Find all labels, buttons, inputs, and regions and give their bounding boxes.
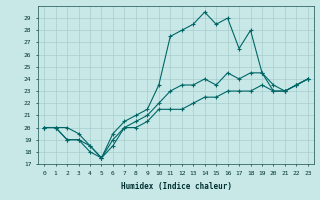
X-axis label: Humidex (Indice chaleur): Humidex (Indice chaleur) <box>121 182 231 191</box>
